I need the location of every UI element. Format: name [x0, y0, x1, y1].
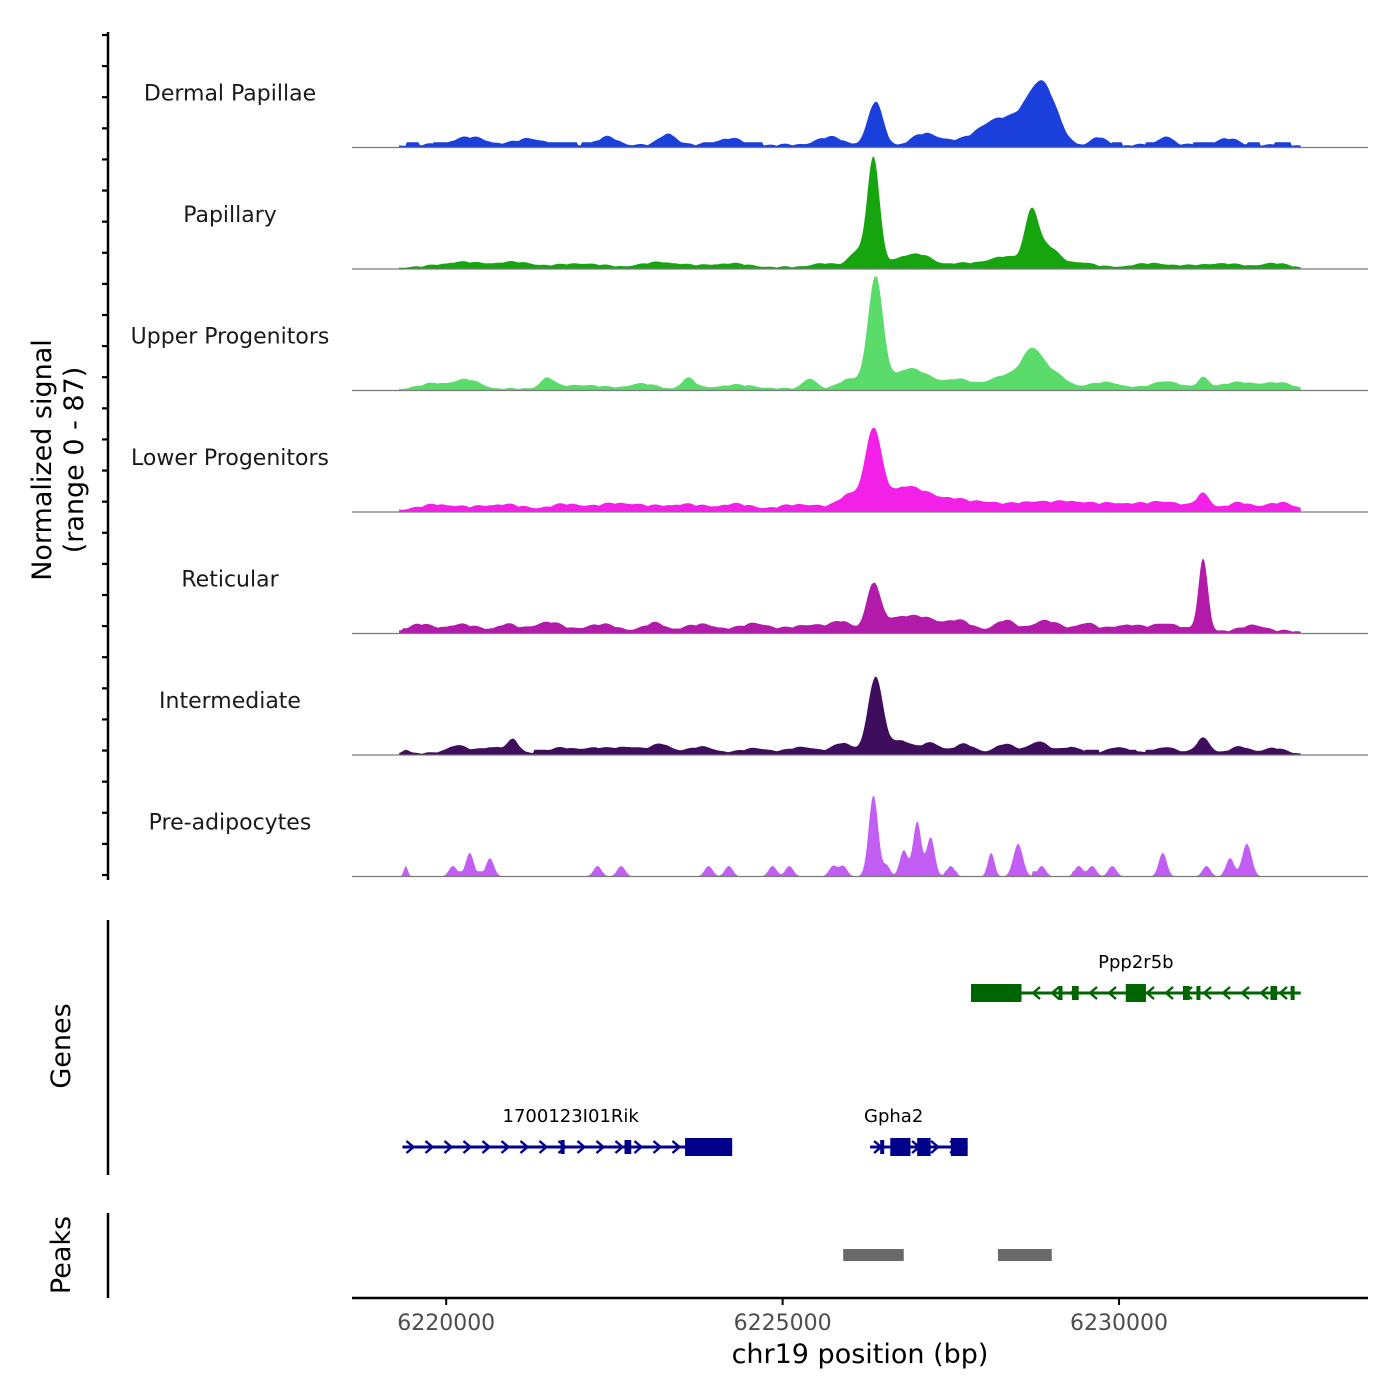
track-label: Pre-adipocytes: [149, 811, 312, 836]
strand-arrow: [500, 1140, 511, 1154]
strand-arrow: [1031, 986, 1041, 1000]
track-reticular: Reticular: [181, 558, 1368, 635]
strand-arrow: [519, 1140, 530, 1154]
gene-exon: [1125, 984, 1146, 1002]
genes-panel: Genes Ppp2r5b 1700123I01Rik Gpha2: [46, 920, 1301, 1175]
x-axis: 6220000 6225000 6230000 chr19 position (bp…: [352, 1296, 1368, 1370]
gene-exon: [950, 1138, 968, 1156]
gene-exon: [890, 1138, 911, 1156]
strand-arrow: [443, 1140, 454, 1154]
peak-region: [997, 1249, 1052, 1261]
strand-arrow: [481, 1140, 492, 1154]
track-lower-progenitors: Lower Progenitors: [131, 427, 1368, 513]
strand-arrow: [1164, 986, 1174, 1000]
strand-arrow: [595, 1140, 606, 1154]
strand-arrow: [652, 1140, 663, 1154]
gene-exon: [1196, 986, 1201, 1000]
gene-exon: [1071, 986, 1079, 1000]
signal-area: [399, 558, 1301, 634]
track-label: Lower Progenitors: [131, 446, 329, 471]
gene-exon: [917, 1138, 931, 1156]
strand-arrow: [633, 1140, 644, 1154]
signal-area: [399, 276, 1301, 391]
track-label: Dermal Papillae: [144, 82, 316, 107]
peaks-ylabel: Peaks: [46, 1216, 77, 1294]
x-tick-label: 6220000: [397, 1311, 495, 1336]
track-papillary: Papillary: [183, 156, 1368, 270]
strand-arrow: [1240, 986, 1250, 1000]
strand-arrow: [1145, 986, 1155, 1000]
track-label: Upper Progenitors: [131, 325, 330, 350]
strand-arrow: [1221, 986, 1231, 1000]
peak-region: [843, 1249, 904, 1261]
strand-arrow: [462, 1140, 473, 1154]
signal-ylabel-line1: Normalized signal: [27, 339, 58, 581]
track-label: Reticular: [181, 568, 279, 593]
strand-arrow: [614, 1140, 625, 1154]
strand-arrow: [405, 1140, 416, 1154]
x-tick-label: 6225000: [734, 1311, 832, 1336]
gene-label: Gpha2: [864, 1106, 923, 1127]
signal-ylabel-line2: (range 0 - 87): [59, 367, 90, 554]
strand-arrow: [1107, 986, 1117, 1000]
strand-arrow: [424, 1140, 435, 1154]
track-upper-progenitors: Upper Progenitors: [131, 276, 1368, 392]
gene-exon: [1058, 986, 1063, 1000]
gene-label: 1700123I01Rik: [503, 1106, 640, 1127]
signal-area: [399, 156, 1301, 269]
gene-exon: [1290, 986, 1295, 1000]
genes-ylabel: Genes: [46, 1003, 77, 1088]
gene-exon: [1270, 986, 1278, 1000]
signal-panel: Normalized signal (range 0 - 87) Dermal …: [27, 32, 1368, 880]
gene-exon: [560, 1140, 565, 1154]
peak-regions: [843, 1249, 1052, 1261]
gene-models: Ppp2r5b 1700123I01Rik Gpha2: [402, 952, 1301, 1156]
gene-exon: [1182, 986, 1190, 1000]
track-pre-adipocytes: Pre-adipocytes: [149, 795, 1368, 878]
signal-tracks: Dermal Papillae Papillary Upper Progenitor…: [131, 80, 1368, 878]
strand-arrow: [1278, 986, 1288, 1000]
gene-exon: [971, 984, 1022, 1002]
track-label: Intermediate: [159, 689, 301, 714]
strand-arrow: [576, 1140, 587, 1154]
track-intermediate: Intermediate: [159, 676, 1368, 756]
strand-arrow: [671, 1140, 682, 1154]
x-tick-label: 6230000: [1070, 1311, 1168, 1336]
track-dermal-papillae: Dermal Papillae: [144, 80, 1368, 149]
signal-area: [399, 427, 1301, 512]
strand-arrow: [1259, 986, 1269, 1000]
gene-exon: [685, 1138, 733, 1156]
strand-arrow: [1050, 986, 1060, 1000]
gene-gpha2: Gpha2: [864, 1106, 968, 1156]
gene-exon: [880, 1140, 885, 1154]
gene-1700123i01rik: 1700123I01Rik: [402, 1106, 733, 1156]
strand-arrow: [538, 1140, 549, 1154]
strand-arrow: [1088, 986, 1098, 1000]
signal-area: [399, 676, 1301, 755]
gene-ppp2r5b: Ppp2r5b: [971, 952, 1301, 1002]
strand-arrow: [930, 1140, 940, 1154]
peaks-panel: Peaks: [46, 1213, 1052, 1298]
signal-area: [399, 795, 1301, 877]
gene-exon: [624, 1140, 632, 1154]
signal-y-ticks: [102, 33, 108, 877]
track-label: Papillary: [183, 203, 277, 228]
gene-label: Ppp2r5b: [1098, 952, 1173, 973]
x-axis-label: chr19 position (bp): [732, 1339, 989, 1370]
strand-arrow: [1202, 986, 1212, 1000]
signal-area: [399, 80, 1301, 148]
x-ticks: 6220000 6225000 6230000: [397, 1298, 1168, 1336]
